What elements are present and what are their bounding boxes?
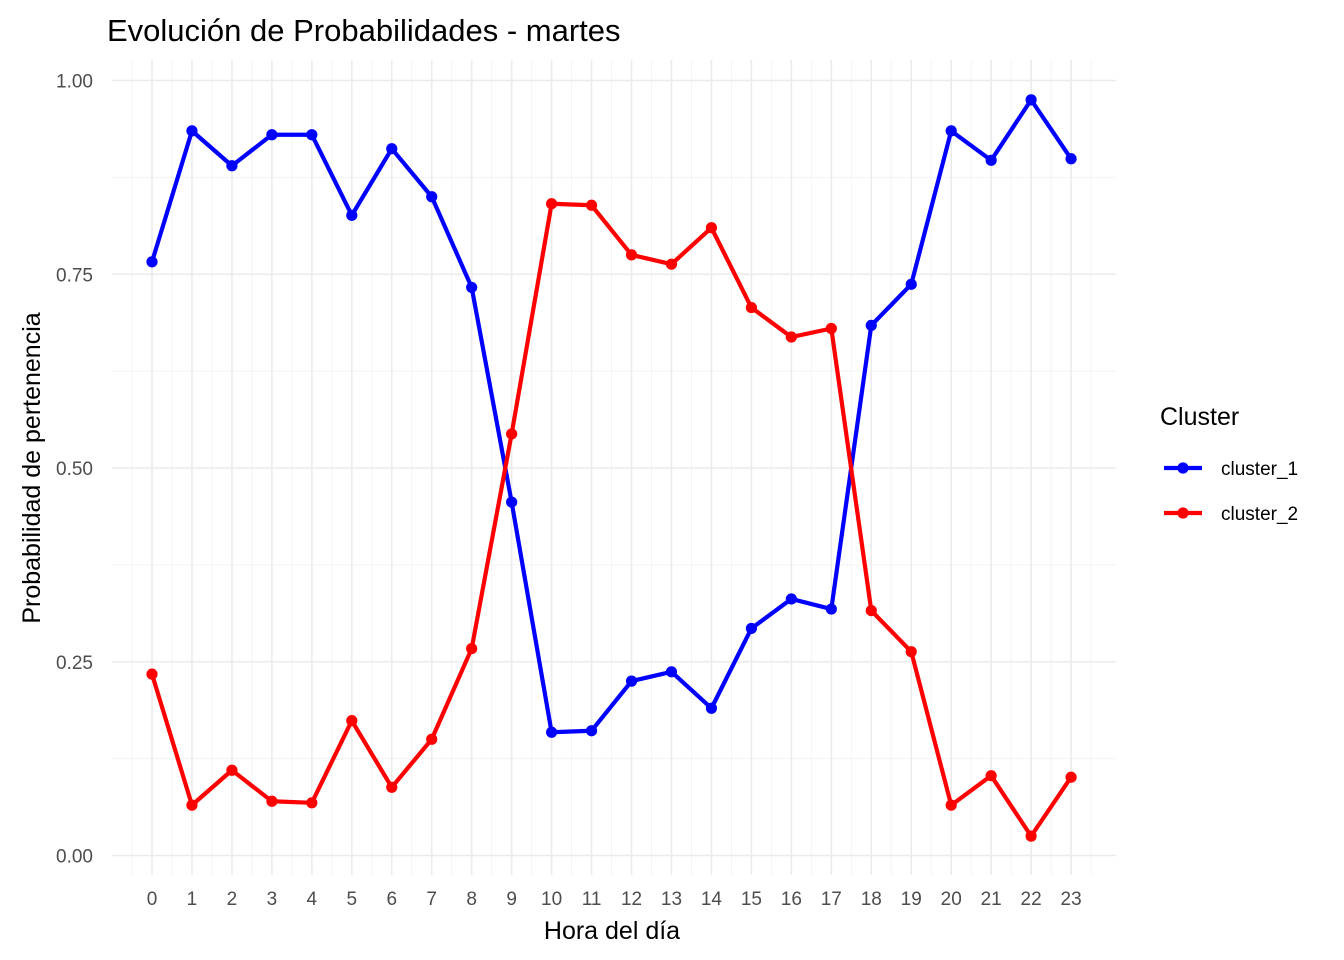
data-point: [426, 191, 438, 203]
data-point: [625, 675, 638, 687]
data-point: [466, 642, 478, 655]
data-point: [945, 125, 957, 137]
legend-item-cluster_2: cluster_2: [1164, 504, 1298, 525]
data-point: [665, 258, 678, 270]
series-cluster_1: [146, 94, 1077, 738]
data-point: [186, 125, 198, 137]
x-tick-label: 2: [227, 889, 238, 910]
data-point: [466, 281, 478, 294]
x-tick-label: 17: [821, 889, 842, 910]
data-point: [1025, 94, 1037, 106]
data-point: [386, 143, 398, 155]
data-point: [705, 222, 718, 234]
data-point: [865, 319, 877, 331]
x-tick-label: 19: [901, 889, 922, 910]
data-point: [825, 322, 837, 335]
y-tick-label: 0.25: [56, 653, 93, 674]
legend-point: [1177, 507, 1189, 519]
data-point: [1065, 771, 1077, 783]
data-point: [865, 605, 877, 617]
x-axis: 0 1 2 3 4 5 6 7 8 9 10 11 12 13 14 15 16 17 18 19 20 21 22 23: [147, 889, 1082, 910]
legend-item-cluster_1: cluster_1: [1164, 459, 1298, 480]
data-point: [785, 593, 797, 605]
x-axis-title: Hora del día: [544, 917, 680, 945]
data-point: [625, 249, 638, 261]
x-tick-label: 15: [741, 889, 762, 910]
data-point: [1025, 830, 1037, 842]
data-point: [146, 256, 158, 268]
data-point: [386, 781, 398, 793]
x-tick-label: 1: [187, 889, 198, 910]
data-point: [546, 198, 558, 210]
y-tick-label: 0.75: [56, 265, 93, 286]
data-point: [226, 160, 238, 172]
data-point: [705, 702, 718, 714]
data-point: [585, 199, 598, 211]
data-point: [825, 603, 837, 615]
legend-label: cluster_1: [1221, 459, 1298, 480]
data-point: [146, 668, 158, 680]
data-point: [546, 726, 558, 738]
series-group: [146, 94, 1077, 842]
x-tick-label: 4: [307, 889, 318, 910]
legend: Cluster cluster_1 cluster_2: [1160, 403, 1298, 525]
data-point: [346, 715, 358, 727]
x-tick-label: 7: [426, 889, 437, 910]
data-point: [306, 797, 318, 809]
data-point: [905, 646, 917, 658]
x-tick-label: 5: [347, 889, 358, 910]
x-tick-label: 23: [1061, 889, 1082, 910]
data-point: [266, 795, 278, 807]
data-point: [745, 622, 758, 635]
legend-point: [1177, 462, 1189, 474]
data-point: [985, 770, 997, 782]
data-point: [186, 799, 198, 811]
x-tick-label: 13: [661, 889, 682, 910]
data-point: [665, 666, 678, 678]
legend-label: cluster_2: [1221, 504, 1298, 525]
x-tick-label: 6: [386, 889, 397, 910]
x-tick-label: 0: [147, 889, 158, 910]
data-point: [506, 428, 518, 440]
y-axis-title: Probabilidad de pertenencia: [18, 312, 46, 623]
y-axis: 0.00 0.25 0.50 0.75 1.00: [56, 72, 93, 868]
series-cluster_2: [146, 198, 1077, 842]
data-point: [266, 129, 278, 141]
series-line: [149, 201, 1073, 839]
legend-title: Cluster: [1160, 403, 1239, 431]
data-point: [585, 725, 598, 737]
x-tick-label: 18: [861, 889, 882, 910]
y-tick-label: 0.50: [56, 459, 93, 480]
x-tick-label: 12: [621, 889, 642, 910]
data-point: [985, 154, 997, 166]
x-tick-label: 20: [941, 889, 962, 910]
x-tick-label: 10: [541, 889, 562, 910]
x-tick-label: 3: [267, 889, 278, 910]
y-tick-label: 0.00: [56, 847, 93, 868]
data-point: [426, 733, 438, 745]
series-line: [149, 97, 1073, 735]
x-tick-label: 11: [582, 889, 602, 910]
data-point: [905, 278, 917, 290]
data-point: [785, 331, 797, 343]
y-tick-label: 1.00: [56, 72, 93, 93]
data-point: [945, 799, 957, 811]
x-tick-label: 8: [466, 889, 477, 910]
data-point: [745, 301, 758, 314]
grid: [112, 60, 1116, 875]
data-point: [306, 129, 318, 141]
x-tick-label: 22: [1021, 889, 1042, 910]
chart-title: Evolución de Probabilidades - martes: [107, 13, 621, 48]
data-point: [226, 764, 238, 776]
x-tick-label: 21: [981, 889, 1002, 910]
data-point: [1065, 153, 1077, 165]
x-tick-label: 14: [701, 889, 723, 910]
data-point: [346, 209, 358, 221]
data-point: [506, 496, 518, 508]
x-tick-label: 9: [506, 889, 517, 910]
x-tick-label: 16: [781, 889, 802, 910]
